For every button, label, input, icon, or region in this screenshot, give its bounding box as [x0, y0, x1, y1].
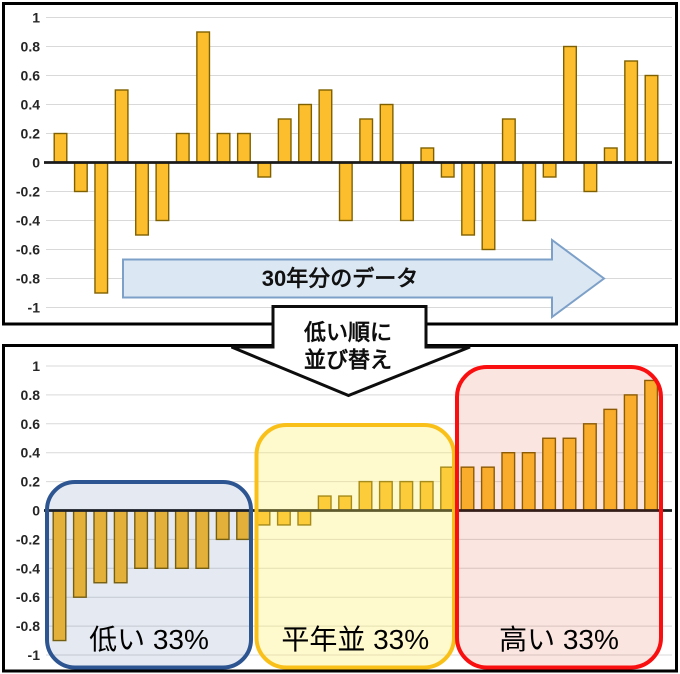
- sort-connector: 低い順に 並び替え: [230, 305, 471, 398]
- group-box: [254, 423, 456, 670]
- y-tick-label: -0.6: [16, 589, 40, 605]
- bar: [644, 74, 659, 164]
- bar: [461, 161, 476, 236]
- group-box: [455, 365, 663, 670]
- group-box: [45, 480, 253, 670]
- y-tick-label: -1: [28, 300, 41, 316]
- top-chart: 1 0.8 0.6 0.4 0.2 0 -0.2 -0.4 -0.6 -0.8 -1: [16, 10, 672, 316]
- bar: [563, 45, 578, 164]
- bar: [196, 31, 211, 164]
- y-tick-label: -0.8: [16, 618, 40, 634]
- bar: [420, 147, 435, 164]
- bar: [338, 161, 353, 222]
- data-span-label: 30年分のデータ: [262, 266, 418, 291]
- bar: [298, 103, 313, 164]
- group-overlays: 低い 33% 平年並 33% 高い 33%: [45, 365, 663, 670]
- bar: [73, 161, 88, 193]
- y-tick-label: 0: [32, 503, 40, 519]
- bar: [318, 89, 333, 164]
- bar: [481, 161, 496, 251]
- y-tick-label: -0.2: [16, 184, 40, 200]
- y-tick-label: -0.8: [16, 271, 40, 287]
- y-tick-label: 0.6: [21, 68, 41, 84]
- right-arrow-icon: [122, 238, 606, 319]
- y-tick-label: 1: [32, 10, 40, 26]
- y-tick-label: -0.2: [16, 531, 40, 547]
- y-tick-label: -0.4: [16, 560, 40, 576]
- bar: [216, 132, 231, 164]
- bar: [359, 118, 374, 164]
- y-tick-label: 0: [32, 155, 40, 171]
- bottom-chart: 1 0.8 0.6 0.4 0.2 0 -0.2 -0.4 -0.6 -0.8 -1: [16, 358, 672, 663]
- group-label: 高い 33%: [499, 624, 619, 655]
- y-tick-label: 0.8: [21, 387, 41, 403]
- bar: [501, 118, 516, 164]
- group-label: 平年並 33%: [281, 624, 429, 655]
- y-tick-label: 1: [32, 358, 40, 374]
- bar: [440, 161, 455, 178]
- y-tick-label: 0.4: [21, 445, 41, 461]
- down-arrow-icon: [230, 305, 471, 398]
- group-label: 低い 33%: [89, 624, 209, 655]
- bar: [135, 161, 150, 236]
- bar: [155, 161, 170, 222]
- bar: [257, 161, 272, 178]
- y-tick-label: 0.8: [21, 39, 41, 55]
- bar: [94, 161, 109, 294]
- bar: [603, 147, 618, 164]
- y-tick-label: -0.4: [16, 213, 40, 229]
- y-tick-label: -0.6: [16, 242, 40, 258]
- bar: [175, 132, 190, 164]
- y-tick-label: 0.6: [21, 416, 41, 432]
- y-tick-label: 0.2: [21, 474, 41, 490]
- bar: [114, 89, 129, 164]
- bar: [624, 60, 639, 164]
- y-tick-label: 0.2: [21, 126, 41, 142]
- bar: [277, 118, 292, 164]
- y-tick-label: 0.4: [21, 97, 41, 113]
- sort-label-line1: 低い順に: [303, 320, 392, 345]
- bar: [399, 161, 414, 222]
- bar: [236, 132, 251, 164]
- y-tick-label: -1: [28, 647, 41, 663]
- bar: [53, 132, 68, 164]
- bar: [583, 161, 598, 193]
- bar: [542, 161, 557, 178]
- sort-label-line2: 並び替え: [304, 348, 392, 373]
- bar: [522, 161, 537, 222]
- data-span-annotation: 30年分のデータ: [122, 238, 606, 319]
- bar: [379, 103, 394, 164]
